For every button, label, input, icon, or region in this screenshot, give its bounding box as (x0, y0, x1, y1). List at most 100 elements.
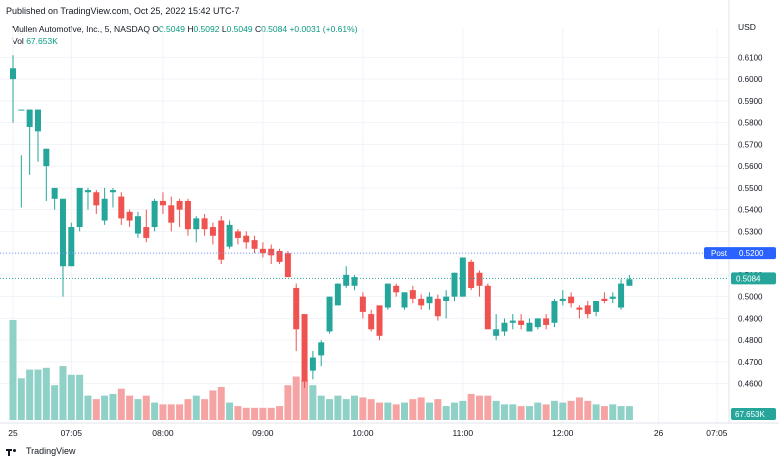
candle-body (318, 342, 325, 356)
change-value: +0.0031 (+0.61%) (289, 24, 358, 34)
candles (10, 55, 633, 389)
candle-body (226, 224, 233, 247)
candle-body (409, 290, 416, 299)
volume-bar (67, 374, 75, 420)
volume-bar (426, 402, 433, 420)
candle-body (384, 283, 391, 308)
candle-body (59, 198, 66, 267)
volume-bar (550, 400, 558, 420)
price-axis[interactable]: USD 0.6100 0.6000 0.5900 0.5800 0.5700 0.5600… (704, 22, 776, 420)
candle-body (151, 200, 158, 228)
volume-bar (376, 402, 384, 420)
candle-body (459, 257, 466, 297)
candle-body (451, 272, 458, 297)
candle-body (401, 292, 408, 308)
volume-bar (342, 399, 350, 420)
post-badge-label: Post (711, 249, 728, 258)
volume-bar (617, 406, 625, 420)
volume-bar (117, 388, 125, 420)
volume-bar (192, 395, 200, 420)
volume-bar (334, 395, 342, 420)
volume-bar (492, 400, 500, 420)
volume-bar (226, 402, 234, 420)
time-tick-label: 10:00 (352, 428, 374, 438)
candle-body (251, 240, 258, 249)
candle-body (159, 200, 166, 206)
symbol-legend: Mullen Automotive, Inc., 5, NASDAQ O0.50… (12, 24, 358, 34)
candle-body (201, 218, 208, 230)
volume-value: 67.653K (26, 36, 58, 46)
candle-body (126, 211, 133, 221)
time-tick-label: 09:00 (252, 428, 274, 438)
candle-body (501, 322, 508, 332)
last-price-badge (731, 272, 776, 285)
candle-body (618, 283, 625, 308)
candle-body (176, 200, 183, 210)
close-label: C (254, 24, 262, 34)
tradingview-logo-icon (6, 447, 22, 456)
candle-body (43, 148, 50, 167)
volume-bar (525, 406, 533, 420)
volume-bar (434, 399, 442, 420)
time-tick-label: 07:05 (706, 428, 728, 438)
volume-bar (51, 385, 59, 420)
time-tick-label: 26 (654, 428, 664, 438)
volume-bar (167, 404, 175, 420)
candle-body (101, 198, 108, 221)
volume-bar (500, 404, 508, 420)
candle-body (34, 109, 41, 132)
volume-bar (392, 404, 400, 420)
volume-badge-value: 67.653K (735, 410, 765, 419)
volume-bar (317, 395, 325, 420)
open-value: 0.5049 (158, 24, 185, 34)
candle-body (559, 298, 566, 302)
volume-badge (731, 408, 776, 420)
volume-bar (251, 407, 259, 420)
candle-body (243, 235, 250, 243)
price-tick-label: 0.5300 (738, 227, 763, 236)
volume-bar (584, 400, 592, 420)
low-value: 0.5049 (226, 24, 253, 34)
volume-bar (109, 393, 117, 420)
volume-bar (184, 399, 192, 420)
price-tick-label: 0.5800 (738, 119, 763, 128)
volume-bar (267, 407, 275, 420)
candle-body (326, 296, 333, 332)
candle-body (376, 305, 383, 336)
candle-body (568, 296, 575, 304)
candle-body (184, 200, 191, 230)
time-tick-label: 12:00 (552, 428, 574, 438)
volume-bar (259, 407, 267, 420)
candle-body (51, 187, 58, 199)
high-label: H (187, 24, 194, 34)
volume-bar (101, 395, 109, 420)
price-tick-label: 0.4900 (738, 314, 763, 323)
open-label: O (152, 24, 159, 34)
candle-body (134, 216, 141, 234)
candle-body (93, 192, 100, 206)
candle-body (84, 190, 91, 193)
close-value: 0.5084 (261, 24, 288, 34)
volume-bar (217, 386, 225, 420)
candle-body (476, 272, 483, 286)
post-badge (704, 247, 776, 260)
time-tick-label: 07:05 (61, 428, 83, 438)
volume-bar (559, 402, 567, 420)
candle-body (509, 320, 516, 323)
volume-bar (326, 399, 334, 420)
volume-bar (292, 376, 300, 420)
time-axis[interactable]: 25 07:05 08:00 09:00 10:00 11:00 12:00 26 07:05 (8, 428, 728, 438)
candle-body (626, 279, 633, 286)
volume-bar (600, 406, 608, 420)
candle-body (359, 296, 366, 312)
price-tick-label: 0.4700 (738, 358, 763, 367)
candle-body (143, 227, 150, 238)
candle-body (534, 318, 541, 328)
candle-body (193, 218, 200, 230)
volume-bar (26, 369, 34, 420)
candle-body (593, 301, 600, 312)
price-tick-label: 0.5700 (738, 140, 763, 149)
time-tick-label: 11:00 (452, 428, 473, 438)
volume-bar (459, 400, 467, 420)
